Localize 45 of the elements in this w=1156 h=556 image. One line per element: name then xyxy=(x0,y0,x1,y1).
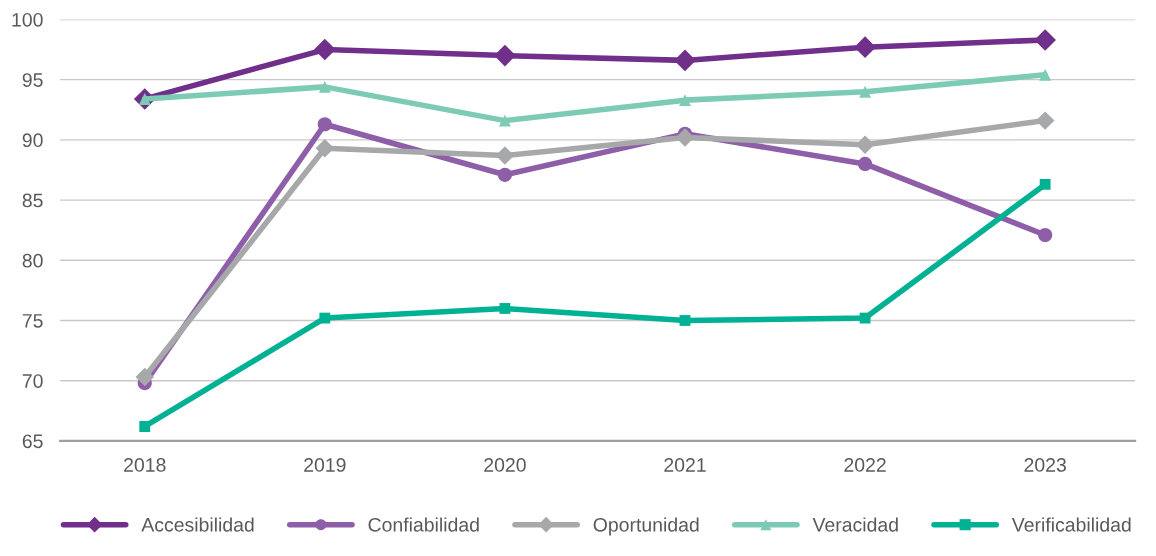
legend-label: Veracidad xyxy=(812,517,898,532)
point xyxy=(497,167,512,182)
y-tick-label: 80 xyxy=(22,253,43,268)
legend-label: Confiabilidad xyxy=(368,517,479,532)
y-tick-label: 70 xyxy=(22,374,43,388)
point xyxy=(139,421,151,432)
point xyxy=(135,367,154,387)
x-tick-label: 2023 xyxy=(1024,458,1066,472)
point xyxy=(494,44,516,67)
point xyxy=(1038,227,1053,243)
point xyxy=(317,117,332,132)
point xyxy=(1039,179,1051,190)
point xyxy=(857,156,873,172)
point xyxy=(1034,29,1056,51)
legend-label: Accesibilidad xyxy=(141,517,254,532)
point xyxy=(495,146,515,165)
point xyxy=(679,94,691,107)
point xyxy=(315,139,335,158)
point xyxy=(859,312,871,324)
x-tick-label: 2020 xyxy=(484,458,526,472)
y-tick-label: 75 xyxy=(22,314,43,328)
point xyxy=(674,49,696,72)
y-tick-label: 95 xyxy=(22,73,43,87)
point xyxy=(319,312,331,324)
point xyxy=(855,135,875,154)
y-tick-label: 100 xyxy=(12,12,43,27)
legend-label: Oportunidad xyxy=(593,517,699,536)
x-tick-label: 2018 xyxy=(124,458,166,472)
legend-label: Verificabilidad xyxy=(1011,517,1131,532)
x-tick-label: 2021 xyxy=(664,458,706,472)
point xyxy=(314,38,336,61)
x-tick-label: 2022 xyxy=(844,458,886,472)
point xyxy=(1039,68,1052,81)
x-tick-label: 2019 xyxy=(304,458,346,472)
point xyxy=(499,303,511,314)
y-tick-label: 85 xyxy=(22,193,43,208)
point xyxy=(318,80,331,93)
y-tick-label: 90 xyxy=(22,133,43,148)
y-tick-label: 65 xyxy=(22,434,43,449)
point xyxy=(854,36,876,58)
point xyxy=(675,128,695,147)
point xyxy=(859,85,872,98)
point xyxy=(1035,111,1055,130)
point xyxy=(498,114,511,127)
point xyxy=(679,315,691,326)
